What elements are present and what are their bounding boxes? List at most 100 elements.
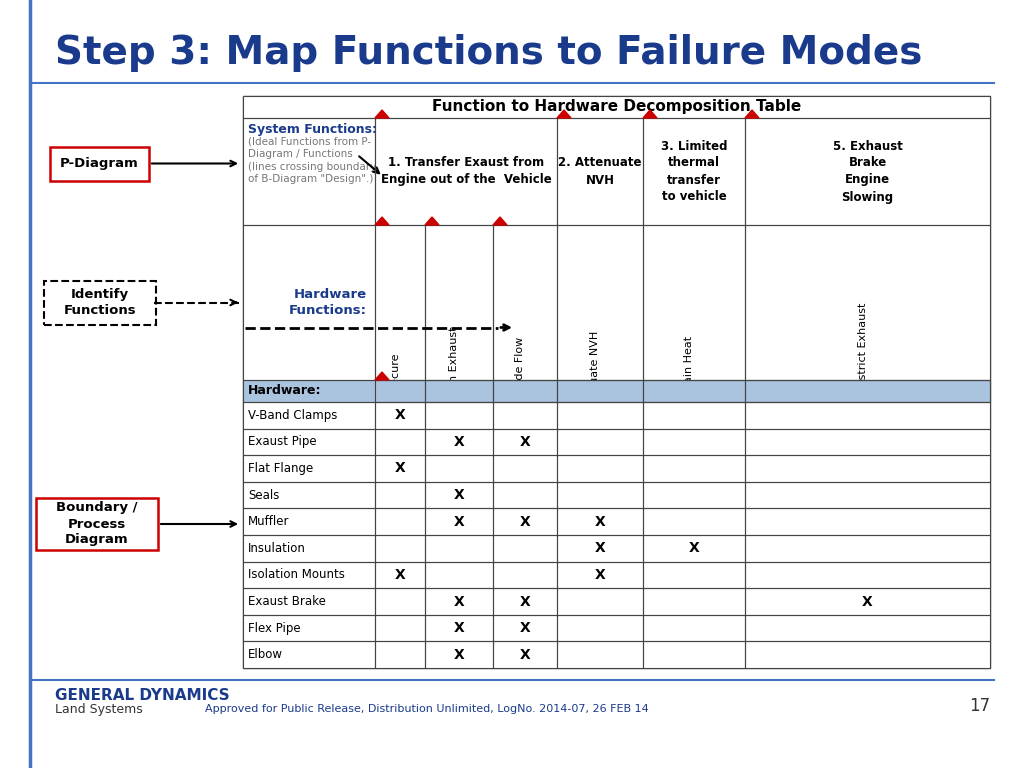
Text: Exaust Brake: Exaust Brake (248, 595, 326, 608)
Bar (493, 535, 557, 561)
Bar (493, 402, 557, 429)
Bar (493, 455, 557, 482)
Bar (243, 508, 375, 535)
Bar (745, 615, 990, 641)
Text: (Ideal Functions from P-
Diagram / Functions
(lines crossing boundary
of B-Diagr: (Ideal Functions from P- Diagram / Funct… (248, 137, 376, 184)
Bar (557, 455, 643, 482)
Bar (557, 641, 643, 668)
Bar (643, 402, 745, 429)
Text: X: X (454, 435, 464, 449)
Bar (643, 588, 745, 615)
Bar (425, 429, 493, 455)
Bar (493, 402, 557, 429)
Bar (425, 641, 493, 668)
Bar (243, 535, 375, 561)
Bar (375, 482, 425, 508)
Polygon shape (375, 217, 389, 225)
Bar (745, 225, 990, 380)
Bar (493, 615, 557, 641)
Bar (745, 482, 990, 508)
Bar (243, 482, 375, 508)
Bar (243, 96, 990, 668)
Bar (243, 482, 375, 508)
Bar (557, 535, 643, 561)
Bar (243, 118, 375, 225)
Bar (375, 118, 557, 225)
Bar (425, 615, 493, 641)
Bar (425, 225, 493, 380)
Bar (375, 615, 425, 641)
Bar (243, 96, 990, 668)
Bar (425, 225, 493, 380)
Bar (243, 96, 990, 118)
Bar (643, 380, 745, 402)
Text: X: X (519, 515, 530, 528)
Bar (425, 588, 493, 615)
Bar (243, 455, 375, 482)
Text: Land Systems: Land Systems (55, 703, 142, 716)
Bar (375, 641, 425, 668)
Bar (745, 588, 990, 615)
Bar (643, 615, 745, 641)
Text: Contain Heat: Contain Heat (684, 336, 694, 409)
Bar (243, 641, 375, 668)
Bar (557, 225, 643, 380)
Bar (557, 402, 643, 429)
Text: Provide Flow: Provide Flow (515, 337, 525, 407)
Bar (375, 561, 425, 588)
Text: 17: 17 (969, 697, 990, 715)
Bar (557, 118, 643, 225)
Bar (643, 225, 745, 380)
Bar (375, 615, 425, 641)
Bar (425, 482, 493, 508)
Bar (425, 535, 493, 561)
Bar (643, 482, 745, 508)
Bar (745, 588, 990, 615)
Bar (375, 455, 425, 482)
Bar (243, 588, 375, 615)
Bar (243, 588, 375, 615)
Text: X: X (519, 594, 530, 608)
Bar (557, 535, 643, 561)
Bar (557, 588, 643, 615)
Bar (493, 561, 557, 588)
Bar (643, 561, 745, 588)
Bar (425, 588, 493, 615)
Bar (557, 402, 643, 429)
Text: X: X (394, 409, 406, 422)
Bar (375, 535, 425, 561)
Bar (643, 482, 745, 508)
Bar (493, 429, 557, 455)
FancyBboxPatch shape (50, 147, 150, 180)
Bar (493, 225, 557, 380)
Text: X: X (688, 541, 699, 555)
Bar (745, 561, 990, 588)
Bar (745, 429, 990, 455)
Bar (493, 508, 557, 535)
Bar (745, 641, 990, 668)
Bar (493, 225, 557, 380)
Bar (375, 588, 425, 615)
Bar (493, 455, 557, 482)
Text: Contain Exhaust: Contain Exhaust (449, 326, 459, 418)
Bar (375, 588, 425, 615)
Text: 1. Transfer Exaust from
Engine out of the  Vehicle: 1. Transfer Exaust from Engine out of th… (381, 157, 551, 187)
Bar (375, 225, 425, 380)
Text: X: X (595, 568, 605, 582)
Text: Elbow: Elbow (248, 648, 283, 661)
Bar (243, 641, 375, 668)
Text: 2. Attenuate
NVH: 2. Attenuate NVH (558, 157, 642, 187)
Bar (425, 615, 493, 641)
Bar (493, 615, 557, 641)
Bar (493, 641, 557, 668)
Text: Secure: Secure (390, 353, 400, 391)
Polygon shape (375, 110, 389, 118)
Text: Flat Flange: Flat Flange (248, 462, 313, 475)
Bar (557, 118, 643, 225)
Bar (557, 429, 643, 455)
Bar (375, 482, 425, 508)
Bar (243, 225, 375, 380)
Bar (375, 402, 425, 429)
Bar (425, 429, 493, 455)
Text: Approved for Public Release, Distribution Unlimited, LogNo. 2014-07, 26 FEB 14: Approved for Public Release, Distributio… (205, 704, 649, 714)
